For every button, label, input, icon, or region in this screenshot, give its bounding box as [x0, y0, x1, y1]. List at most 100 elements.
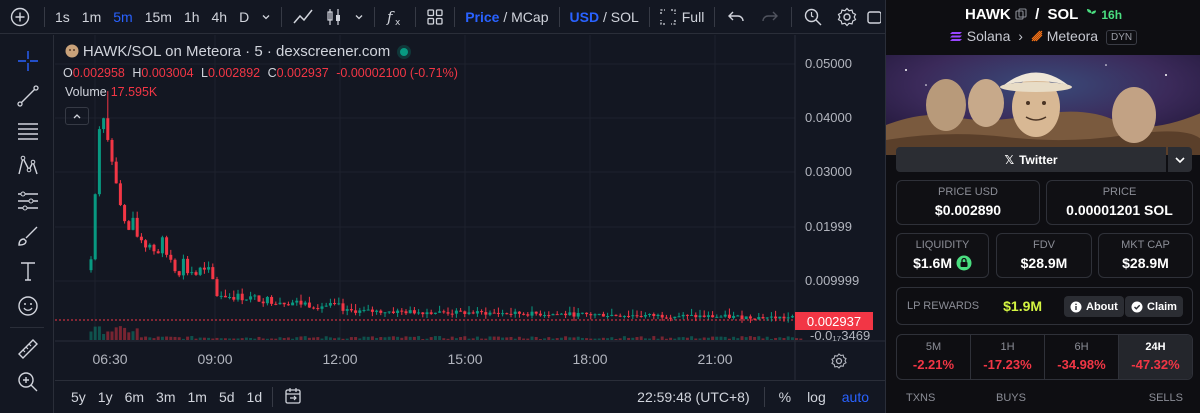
quick-search-button[interactable]: [796, 0, 830, 34]
candles-dropdown[interactable]: [348, 0, 370, 34]
range-1y[interactable]: 1y: [97, 389, 113, 405]
measure-tool[interactable]: [14, 335, 42, 363]
percent-toggle[interactable]: %: [778, 389, 792, 405]
chain-name[interactable]: Solana: [966, 28, 1011, 44]
price-chart[interactable]: [55, 35, 885, 380]
high-value: 0.003004: [141, 66, 194, 80]
goto-date-button[interactable]: [277, 386, 309, 409]
dex-tag: DYN: [1105, 29, 1138, 45]
axis-settings-button[interactable]: [830, 352, 848, 375]
interval-d[interactable]: D: [239, 8, 250, 25]
candle-body: [181, 258, 185, 276]
currency-toggle[interactable]: USD / SOL: [569, 8, 639, 25]
token-symbol: HAWK: [964, 6, 1011, 23]
chart-type-button[interactable]: [286, 0, 320, 34]
candle-body: [643, 315, 647, 317]
volume-bar: [706, 337, 710, 340]
fullscreen-button[interactable]: Full: [654, 0, 711, 34]
fib-tool[interactable]: [14, 117, 42, 145]
chart-area[interactable]: HAWK/SOL on Meteora · 5 · dexscreener.co…: [55, 35, 885, 380]
volume-bar: [207, 337, 211, 340]
txns-label: TXNS: [906, 392, 936, 404]
clock[interactable]: 22:59:48 (UTC+8): [637, 389, 750, 405]
chevron-down-icon: [1175, 156, 1185, 163]
settings-button[interactable]: [830, 0, 864, 34]
trend-line-tool[interactable]: [14, 82, 42, 110]
volume-bar: [349, 337, 353, 340]
volume-bar: [723, 336, 727, 340]
price-usd-label: PRICE USD: [938, 186, 998, 198]
interval-1s[interactable]: 1s: [55, 8, 70, 25]
interval-1m[interactable]: 1m: [81, 8, 102, 25]
mktcap-label: MKT CAP: [1121, 239, 1170, 251]
log-toggle[interactable]: log: [807, 389, 826, 405]
price-mcap-toggle[interactable]: Price / MCap: [465, 8, 549, 25]
tf-1h[interactable]: 1H -17.23%: [971, 335, 1045, 379]
volume-bar: [118, 326, 122, 340]
range-1m[interactable]: 1m: [187, 389, 207, 405]
candles-button[interactable]: [320, 0, 348, 34]
icon-tool[interactable]: [14, 292, 42, 320]
candle-body: [265, 296, 269, 304]
range-3m[interactable]: 3m: [156, 389, 176, 405]
fullscreen-label: Full: [681, 8, 705, 25]
interval-dropdown[interactable]: [255, 0, 277, 34]
lock-icon[interactable]: [956, 255, 972, 271]
volume-bar: [303, 336, 307, 340]
text-tool[interactable]: [14, 257, 42, 285]
y-tick-label: 0.01999: [805, 219, 852, 234]
range-5y[interactable]: 5y: [71, 389, 86, 405]
volume-bar: [467, 338, 471, 340]
volume-bar: [727, 338, 731, 340]
volume-bar: [307, 337, 311, 340]
range-6m[interactable]: 6m: [124, 389, 145, 405]
volume-bar: [690, 336, 694, 340]
candle-body: [501, 313, 505, 315]
snapshot-button[interactable]: [864, 0, 884, 34]
copy-icon[interactable]: [1015, 8, 1027, 20]
volume-bar: [135, 328, 139, 340]
volume-bar: [538, 338, 542, 340]
brush-tool[interactable]: [14, 222, 42, 250]
range-1d[interactable]: 1d: [246, 389, 263, 405]
tf-6h[interactable]: 6H -34.98%: [1045, 335, 1119, 379]
twitter-button[interactable]: 𝕏 Twitter: [896, 147, 1166, 172]
pattern-tool[interactable]: [14, 152, 42, 180]
volume-bar: [291, 338, 295, 340]
candle-body: [471, 312, 475, 314]
zoom-tool[interactable]: [14, 368, 42, 396]
candle-body: [236, 293, 240, 300]
crosshair-tool[interactable]: [14, 47, 42, 75]
auto-toggle[interactable]: auto: [841, 389, 869, 405]
add-symbol-button[interactable]: [0, 0, 40, 34]
layouts-button[interactable]: [420, 0, 450, 34]
interval-1h[interactable]: 1h: [183, 8, 200, 25]
interval-15m[interactable]: 15m: [144, 8, 172, 25]
candle-body: [711, 315, 715, 318]
range-5d[interactable]: 5d: [218, 389, 235, 405]
volume-bar: [622, 336, 626, 340]
candle-body: [589, 314, 593, 316]
candle-body: [463, 311, 467, 314]
tf-24h[interactable]: 24H -47.32%: [1119, 335, 1192, 379]
pair-header: HAWK / SOL 16h: [964, 6, 1123, 23]
tf-5m[interactable]: 5M -2.21%: [897, 335, 971, 379]
usd-option[interactable]: USD: [569, 8, 600, 25]
price-option[interactable]: Price: [465, 8, 500, 25]
volume-bar: [274, 338, 278, 340]
socials-dropdown-button[interactable]: [1168, 147, 1192, 172]
redo-button[interactable]: [753, 0, 787, 34]
volume-bar: [215, 337, 219, 340]
interval-5m[interactable]: 5m: [113, 8, 133, 25]
collapse-legend-button[interactable]: [65, 107, 89, 125]
sol-option[interactable]: SOL: [610, 8, 639, 25]
claim-button[interactable]: Claim: [1125, 296, 1183, 317]
prediction-tool[interactable]: [14, 187, 42, 215]
about-button[interactable]: About: [1064, 296, 1124, 317]
dex-name[interactable]: Meteora: [1046, 28, 1099, 44]
interval-4h[interactable]: 4h: [211, 8, 228, 25]
undo-button[interactable]: [719, 0, 753, 34]
mcap-option[interactable]: MCap: [511, 8, 549, 25]
candle-body: [190, 272, 194, 274]
